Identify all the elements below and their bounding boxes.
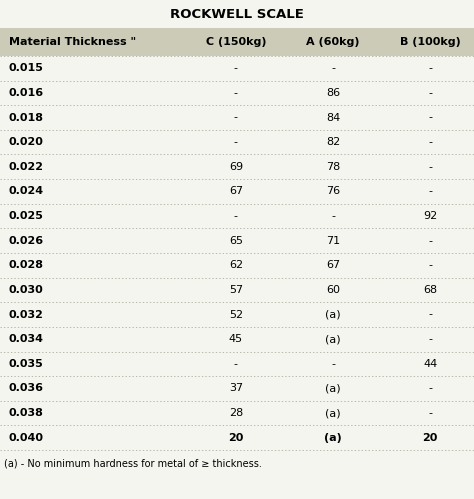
Text: 0.040: 0.040 [9, 433, 44, 443]
Text: -: - [428, 309, 432, 319]
Text: -: - [234, 137, 238, 147]
Text: 0.030: 0.030 [9, 285, 43, 295]
Text: -: - [428, 113, 432, 123]
Text: B (100kg): B (100kg) [400, 37, 461, 47]
Text: 60: 60 [326, 285, 340, 295]
Text: -: - [331, 359, 335, 369]
Text: ROCKWELL SCALE: ROCKWELL SCALE [170, 8, 304, 21]
Text: -: - [428, 187, 432, 197]
Text: -: - [234, 359, 238, 369]
Text: 0.028: 0.028 [9, 260, 44, 270]
Text: 0.025: 0.025 [9, 211, 44, 221]
Text: 20: 20 [422, 433, 438, 443]
Text: 0.020: 0.020 [9, 137, 44, 147]
Text: -: - [428, 63, 432, 73]
Text: 0.026: 0.026 [9, 236, 44, 246]
Text: -: - [428, 162, 432, 172]
Text: (a): (a) [325, 309, 341, 319]
Text: 37: 37 [229, 383, 243, 393]
Text: -: - [428, 408, 432, 418]
Text: A (60kg): A (60kg) [306, 37, 360, 47]
Text: C (150kg): C (150kg) [206, 37, 266, 47]
Text: -: - [428, 260, 432, 270]
Text: 67: 67 [229, 187, 243, 197]
Text: 57: 57 [229, 285, 243, 295]
Text: -: - [428, 334, 432, 344]
Text: (a): (a) [324, 433, 342, 443]
Text: -: - [428, 383, 432, 393]
Text: -: - [234, 63, 238, 73]
Text: 62: 62 [229, 260, 243, 270]
Text: 0.034: 0.034 [9, 334, 44, 344]
Text: -: - [234, 113, 238, 123]
Text: -: - [234, 88, 238, 98]
Text: 44: 44 [423, 359, 438, 369]
Text: 69: 69 [229, 162, 243, 172]
Text: 20: 20 [228, 433, 244, 443]
Text: -: - [234, 211, 238, 221]
Text: (a): (a) [325, 383, 341, 393]
Bar [0, 28, 474, 56]
Text: 0.035: 0.035 [9, 359, 43, 369]
Text: -: - [331, 211, 335, 221]
Text: (a) - No minimum hardness for metal of ≥ thickness.: (a) - No minimum hardness for metal of ≥… [4, 458, 262, 468]
Text: (a): (a) [325, 408, 341, 418]
Text: -: - [428, 236, 432, 246]
Text: 0.038: 0.038 [9, 408, 44, 418]
Text: 78: 78 [326, 162, 340, 172]
Text: (a): (a) [325, 334, 341, 344]
Text: 0.036: 0.036 [9, 383, 44, 393]
Text: 82: 82 [326, 137, 340, 147]
Text: 71: 71 [326, 236, 340, 246]
Text: 92: 92 [423, 211, 438, 221]
Text: 45: 45 [229, 334, 243, 344]
Text: 52: 52 [229, 309, 243, 319]
Text: 65: 65 [229, 236, 243, 246]
Text: 0.015: 0.015 [9, 63, 44, 73]
Text: 0.022: 0.022 [9, 162, 44, 172]
Text: 84: 84 [326, 113, 340, 123]
Text: 0.018: 0.018 [9, 113, 44, 123]
Text: -: - [428, 137, 432, 147]
Text: 67: 67 [326, 260, 340, 270]
Text: 76: 76 [326, 187, 340, 197]
Text: -: - [331, 63, 335, 73]
Text: Material Thickness ": Material Thickness " [9, 37, 136, 47]
Text: 0.016: 0.016 [9, 88, 44, 98]
Text: -: - [428, 88, 432, 98]
Text: 0.024: 0.024 [9, 187, 44, 197]
Text: 28: 28 [228, 408, 243, 418]
Text: 68: 68 [423, 285, 437, 295]
Text: 86: 86 [326, 88, 340, 98]
Text: 0.032: 0.032 [9, 309, 44, 319]
